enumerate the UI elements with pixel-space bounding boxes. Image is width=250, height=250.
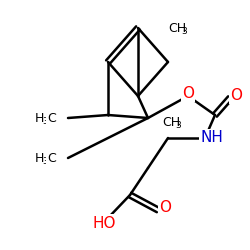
Text: 3: 3 bbox=[181, 28, 187, 36]
Text: 3: 3 bbox=[42, 158, 48, 166]
Text: C: C bbox=[47, 112, 56, 124]
Text: 3: 3 bbox=[42, 118, 48, 126]
Text: C: C bbox=[47, 152, 56, 164]
Text: O: O bbox=[182, 86, 194, 100]
Text: O: O bbox=[230, 88, 242, 102]
Text: 3: 3 bbox=[175, 122, 181, 130]
Text: H: H bbox=[35, 112, 44, 124]
Text: CH: CH bbox=[162, 116, 180, 128]
Text: O: O bbox=[159, 200, 171, 216]
Text: HO: HO bbox=[92, 216, 116, 230]
Text: NH: NH bbox=[200, 130, 224, 146]
Text: CH: CH bbox=[168, 22, 186, 35]
Text: H: H bbox=[35, 152, 44, 164]
